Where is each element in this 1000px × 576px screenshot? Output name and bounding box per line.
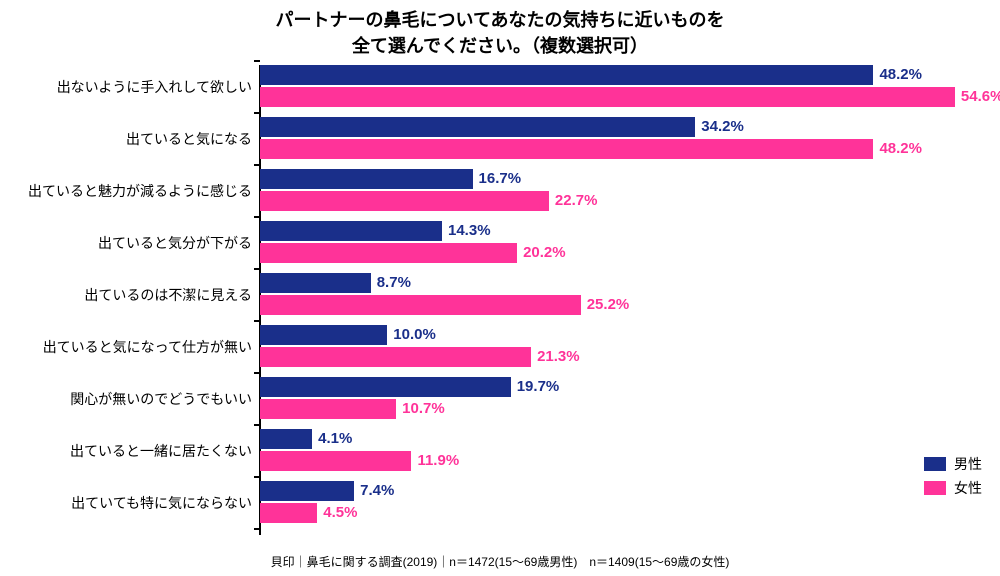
value-label-female: 21.3%	[537, 348, 580, 365]
value-label-male: 7.4%	[360, 482, 394, 499]
value-label-female: 11.9%	[417, 452, 459, 469]
bar-male	[260, 117, 695, 137]
y-axis-tick	[254, 60, 260, 62]
category-label: 出ているのは不潔に見える	[84, 285, 252, 305]
y-axis-tick	[254, 372, 260, 374]
y-axis-tick	[254, 216, 260, 218]
legend: 男性女性	[924, 450, 982, 498]
y-axis-tick	[254, 424, 260, 426]
y-axis-tick	[254, 320, 260, 322]
bar-male	[260, 481, 354, 501]
plot-area: 48.2%54.6%34.2%48.2%16.7%22.7%14.3%20.2%…	[260, 65, 960, 535]
value-label-male: 34.2%	[701, 118, 744, 135]
legend-swatch	[924, 481, 946, 495]
bar-male	[260, 65, 873, 85]
category-label: 出ていると一緒に居たくない	[70, 441, 252, 461]
category-label: 出ていると気になる	[126, 129, 252, 149]
value-label-male: 10.0%	[393, 326, 436, 343]
value-label-male: 8.7%	[377, 274, 411, 291]
legend-item-female: 女性	[924, 478, 982, 498]
value-label-female: 54.6%	[961, 88, 1000, 105]
category-label: 関心が無いのでどうでもいい	[70, 389, 252, 409]
y-axis-tick	[254, 268, 260, 270]
bar-female	[260, 243, 517, 263]
bar-female	[260, 295, 581, 315]
value-label-female: 20.2%	[523, 244, 566, 261]
y-axis-tick	[254, 164, 260, 166]
chart-title: パートナーの鼻毛についてあなたの気持ちに近いものを 全て選んでください。（複数選…	[0, 6, 1000, 58]
value-label-female: 48.2%	[879, 140, 922, 157]
bar-female	[260, 191, 549, 211]
legend-label: 女性	[954, 478, 982, 498]
value-label-female: 10.7%	[402, 400, 445, 417]
value-label-male: 4.1%	[318, 430, 352, 447]
value-label-male: 16.7%	[479, 170, 522, 187]
y-axis-tick	[254, 528, 260, 530]
bar-male	[260, 429, 312, 449]
chart-caption: 貝印｜鼻毛に関する調査(2019)｜n＝1472(15～69歳男性) n＝140…	[0, 553, 1000, 570]
value-label-female: 25.2%	[587, 296, 630, 313]
value-label-male: 19.7%	[517, 378, 560, 395]
value-label-male: 48.2%	[879, 66, 922, 83]
y-axis-tick	[254, 112, 260, 114]
legend-label: 男性	[954, 454, 982, 474]
bar-male	[260, 325, 387, 345]
bar-female	[260, 399, 396, 419]
y-axis-tick	[254, 476, 260, 478]
value-label-female: 4.5%	[323, 504, 357, 521]
bar-female	[260, 139, 873, 159]
bar-female	[260, 451, 411, 471]
chart-stage: パートナーの鼻毛についてあなたの気持ちに近いものを 全て選んでください。（複数選…	[0, 0, 1000, 576]
category-label: 出ていると魅力が減るように感じる	[28, 181, 252, 201]
bar-male	[260, 221, 442, 241]
bar-female	[260, 503, 317, 523]
category-label: 出ないように手入れして欲しい	[57, 77, 252, 97]
legend-item-male: 男性	[924, 454, 982, 474]
bar-male	[260, 377, 511, 397]
y-axis-labels: 出ないように手入れして欲しい出ていると気になる出ていると魅力が減るように感じる出…	[0, 65, 260, 535]
bar-female	[260, 347, 531, 367]
value-label-female: 22.7%	[555, 192, 598, 209]
category-label: 出ていると気分が下がる	[98, 233, 252, 253]
bar-male	[260, 169, 473, 189]
value-label-male: 14.3%	[448, 222, 491, 239]
bar-male	[260, 273, 371, 293]
category-label: 出ていると気になって仕方が無い	[43, 337, 252, 357]
bar-female	[260, 87, 955, 107]
category-label: 出ていても特に気にならない	[71, 493, 252, 513]
legend-swatch	[924, 457, 946, 471]
